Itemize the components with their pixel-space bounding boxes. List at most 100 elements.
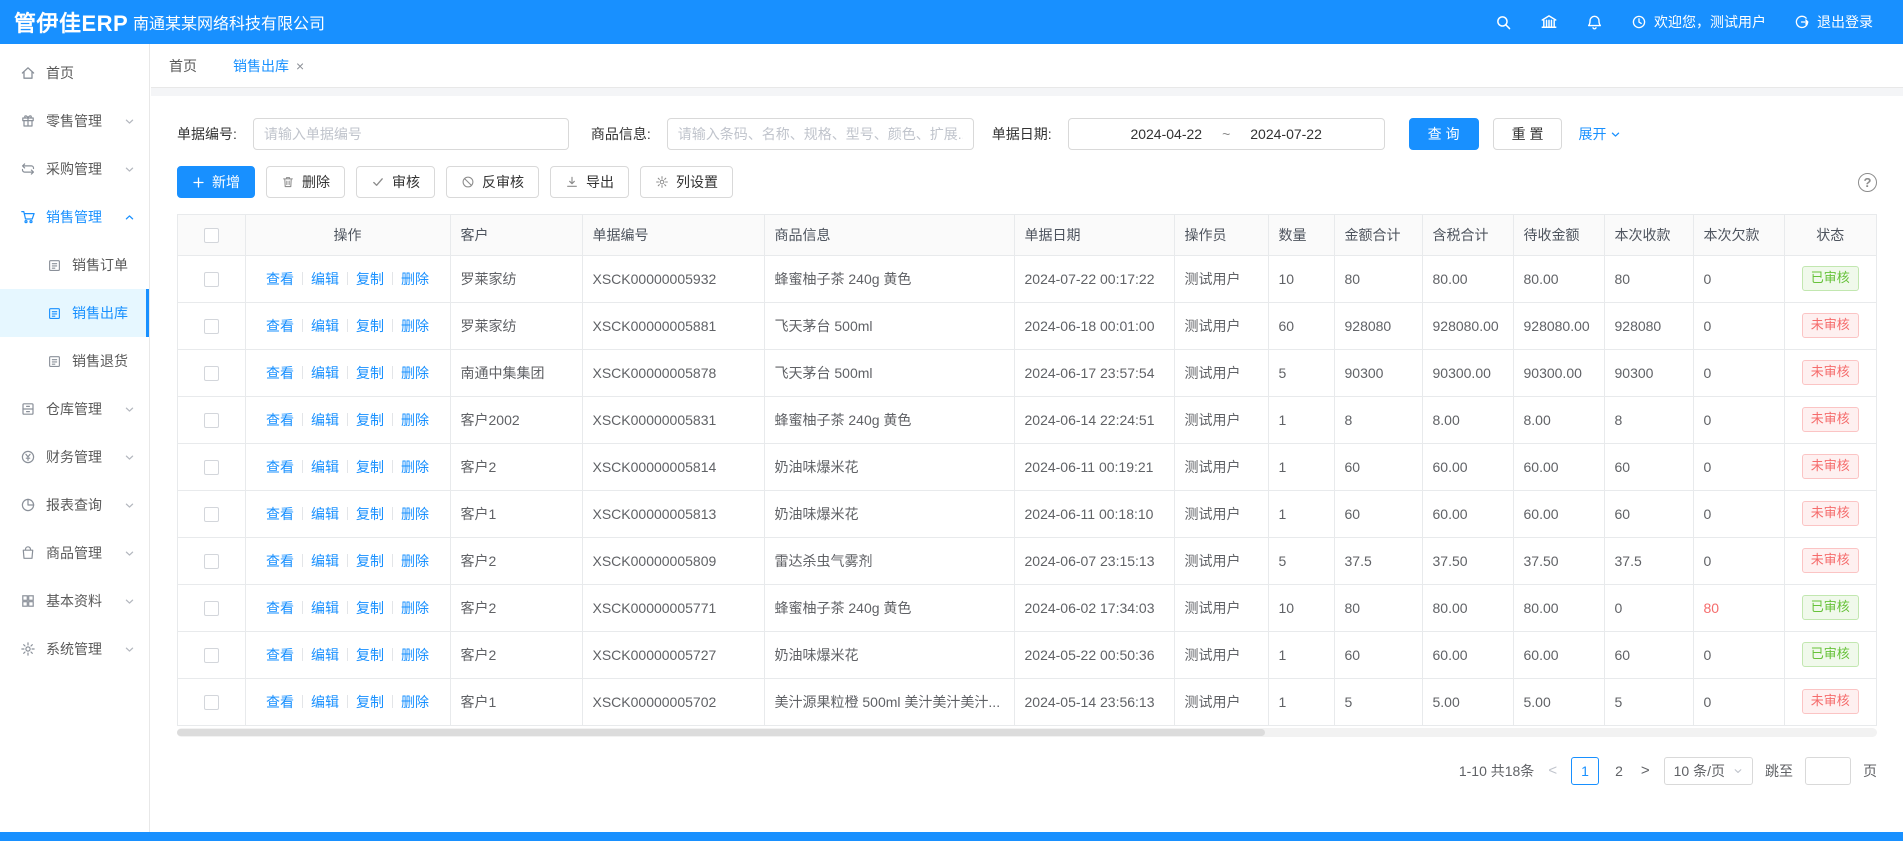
delete-link[interactable]: 删除 bbox=[401, 458, 429, 475]
delete-link[interactable]: 删除 bbox=[401, 411, 429, 428]
sidebar-item-products[interactable]: 商品管理 bbox=[0, 529, 149, 577]
row-checkbox[interactable] bbox=[203, 694, 219, 710]
view-link[interactable]: 查看 bbox=[266, 458, 294, 475]
table-row: 查看 编辑 复制 删除 客户2 XSCK00000005727 奶油味爆米花 2024… bbox=[178, 631, 1876, 679]
search-button[interactable]: 查 询 bbox=[1408, 118, 1479, 150]
view-link[interactable]: 查看 bbox=[266, 364, 294, 381]
jump-page-input[interactable] bbox=[1805, 756, 1851, 785]
view-link[interactable]: 查看 bbox=[266, 599, 294, 616]
prev-page-button[interactable]: < bbox=[1548, 762, 1558, 779]
copy-link[interactable]: 复制 bbox=[356, 411, 384, 428]
page-size-select[interactable]: 10 条/页 bbox=[1663, 756, 1753, 785]
edit-link[interactable]: 编辑 bbox=[311, 599, 339, 616]
sidebar-item-warehouse[interactable]: 仓库管理 bbox=[0, 385, 149, 433]
edit-link[interactable]: 编辑 bbox=[311, 458, 339, 475]
product-cell: 飞天茅台 500ml bbox=[764, 302, 1015, 350]
next-page-button[interactable]: > bbox=[1640, 762, 1650, 779]
jump-suffix: 页 bbox=[1863, 762, 1877, 779]
audit-button[interactable]: 审核 bbox=[356, 166, 435, 198]
select-all-checkbox[interactable] bbox=[203, 228, 219, 244]
view-link[interactable]: 查看 bbox=[266, 411, 294, 428]
received-cell: 37.5 bbox=[1604, 537, 1694, 585]
page-button-2[interactable]: 2 bbox=[1615, 762, 1623, 779]
sidebar-item-sales-return[interactable]: 销售退货 bbox=[0, 337, 149, 385]
logout-button[interactable]: 退出登录 bbox=[1794, 12, 1873, 32]
sidebar-item-sales-outbound[interactable]: 销售出库 bbox=[0, 289, 149, 337]
edit-link[interactable]: 编辑 bbox=[311, 411, 339, 428]
sidebar-item-system[interactable]: 系统管理 bbox=[0, 625, 149, 673]
copy-link[interactable]: 复制 bbox=[356, 552, 384, 569]
sidebar-item-home[interactable]: 首页 bbox=[0, 49, 149, 97]
row-checkbox[interactable] bbox=[203, 600, 219, 616]
row-checkbox[interactable] bbox=[203, 506, 219, 522]
column-settings-button[interactable]: 列设置 bbox=[640, 166, 733, 198]
view-link[interactable]: 查看 bbox=[266, 646, 294, 663]
row-checkbox[interactable] bbox=[203, 412, 219, 428]
view-link[interactable]: 查看 bbox=[266, 505, 294, 522]
sidebar-item-reports[interactable]: 报表查询 bbox=[0, 481, 149, 529]
date-range-picker[interactable]: 2024-04-22 ~ 2024-07-22 bbox=[1067, 118, 1385, 150]
copy-link[interactable]: 复制 bbox=[356, 505, 384, 522]
copy-link[interactable]: 复制 bbox=[356, 270, 384, 287]
close-icon[interactable]: × bbox=[296, 57, 305, 74]
row-checkbox[interactable] bbox=[203, 553, 219, 569]
edit-link[interactable]: 编辑 bbox=[311, 646, 339, 663]
bank-icon[interactable] bbox=[1540, 13, 1558, 31]
row-checkbox[interactable] bbox=[203, 647, 219, 663]
copy-link[interactable]: 复制 bbox=[356, 317, 384, 334]
copy-link[interactable]: 复制 bbox=[356, 364, 384, 381]
delete-link[interactable]: 删除 bbox=[401, 599, 429, 616]
page-button-1[interactable]: 1 bbox=[1571, 756, 1600, 785]
sidebar-item-purchase[interactable]: 采购管理 bbox=[0, 145, 149, 193]
sidebar-item-basic-data[interactable]: 基本资料 bbox=[0, 577, 149, 625]
edit-link[interactable]: 编辑 bbox=[311, 552, 339, 569]
sidebar-item-sales[interactable]: 销售管理 bbox=[0, 193, 149, 241]
view-link[interactable]: 查看 bbox=[266, 693, 294, 710]
date-start[interactable]: 2024-04-22 bbox=[1130, 126, 1203, 142]
copy-link[interactable]: 复制 bbox=[356, 458, 384, 475]
expand-link[interactable]: 展开 bbox=[1578, 124, 1621, 144]
scrollbar-thumb[interactable] bbox=[177, 728, 1265, 736]
edit-link[interactable]: 编辑 bbox=[311, 693, 339, 710]
edit-link[interactable]: 编辑 bbox=[311, 505, 339, 522]
copy-link[interactable]: 复制 bbox=[356, 646, 384, 663]
view-link[interactable]: 查看 bbox=[266, 270, 294, 287]
delete-link[interactable]: 删除 bbox=[401, 364, 429, 381]
edit-link[interactable]: 编辑 bbox=[311, 270, 339, 287]
unaudit-button[interactable]: 反审核 bbox=[446, 166, 539, 198]
edit-link[interactable]: 编辑 bbox=[311, 364, 339, 381]
delete-button[interactable]: 删除 bbox=[266, 166, 345, 198]
delete-link[interactable]: 删除 bbox=[401, 552, 429, 569]
product-info-input[interactable] bbox=[666, 118, 974, 150]
search-icon[interactable] bbox=[1495, 14, 1512, 31]
doc-no-cell: XSCK00000005727 bbox=[582, 631, 765, 679]
bell-icon[interactable] bbox=[1586, 14, 1603, 31]
sidebar-item-finance[interactable]: 财务管理 bbox=[0, 433, 149, 481]
row-actions: 查看 编辑 复制 删除 bbox=[256, 457, 440, 477]
export-button[interactable]: 导出 bbox=[550, 166, 629, 198]
sidebar-item-sales-order[interactable]: 销售订单 bbox=[0, 241, 149, 289]
tab-home[interactable]: 首页 bbox=[169, 57, 197, 74]
user-menu[interactable]: 欢迎您，测试用户 bbox=[1631, 12, 1766, 32]
sidebar-item-retail[interactable]: 零售管理 bbox=[0, 97, 149, 145]
copy-link[interactable]: 复制 bbox=[356, 599, 384, 616]
date-end[interactable]: 2024-07-22 bbox=[1250, 126, 1322, 142]
delete-link[interactable]: 删除 bbox=[401, 270, 429, 287]
add-button[interactable]: 新增 bbox=[177, 166, 255, 198]
delete-link[interactable]: 删除 bbox=[401, 646, 429, 663]
delete-link[interactable]: 删除 bbox=[401, 505, 429, 522]
view-link[interactable]: 查看 bbox=[266, 552, 294, 569]
doc-no-input[interactable] bbox=[252, 118, 569, 150]
copy-link[interactable]: 复制 bbox=[356, 693, 384, 710]
reset-button[interactable]: 重 置 bbox=[1492, 118, 1563, 150]
delete-link[interactable]: 删除 bbox=[401, 317, 429, 334]
tab-sales-outbound[interactable]: 销售出库 × bbox=[233, 57, 305, 74]
view-link[interactable]: 查看 bbox=[266, 317, 294, 334]
row-checkbox[interactable] bbox=[203, 459, 219, 475]
help-icon[interactable]: ? bbox=[1858, 172, 1877, 192]
row-checkbox[interactable] bbox=[203, 271, 219, 287]
row-checkbox[interactable] bbox=[203, 318, 219, 334]
delete-link[interactable]: 删除 bbox=[401, 693, 429, 710]
row-checkbox[interactable] bbox=[203, 365, 219, 381]
edit-link[interactable]: 编辑 bbox=[311, 317, 339, 334]
